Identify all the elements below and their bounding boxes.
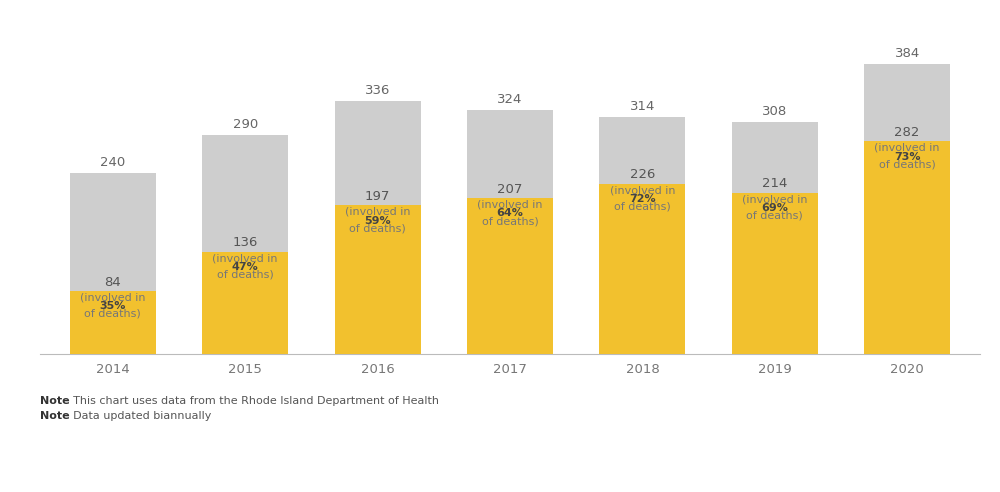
Text: 290: 290 — [233, 119, 258, 131]
Text: Note: Note — [40, 411, 70, 421]
Text: 282: 282 — [894, 126, 920, 139]
Text: 84: 84 — [104, 276, 121, 288]
Bar — [864, 64, 950, 354]
Text: 73%: 73% — [894, 152, 920, 162]
Text: 207: 207 — [497, 183, 523, 196]
Text: of deaths): of deaths) — [349, 223, 406, 234]
Text: 226: 226 — [630, 168, 655, 182]
Text: (involved in: (involved in — [345, 207, 410, 217]
Text: (involved in: (involved in — [610, 185, 675, 195]
Text: : Data updated biannually: : Data updated biannually — [66, 411, 211, 421]
Text: (involved in: (involved in — [742, 194, 808, 204]
Text: : This chart uses data from the Rhode Island Department of Health: : This chart uses data from the Rhode Is… — [66, 396, 439, 406]
Text: 72%: 72% — [629, 194, 656, 204]
Text: of deaths): of deaths) — [84, 309, 141, 319]
Text: 59%: 59% — [364, 216, 391, 226]
Bar — [599, 117, 685, 354]
Text: 197: 197 — [365, 190, 390, 203]
Bar — [732, 122, 818, 354]
Text: Note: Note — [40, 396, 70, 406]
Text: of deaths): of deaths) — [879, 159, 936, 169]
Text: of deaths): of deaths) — [614, 202, 671, 212]
Text: 240: 240 — [100, 156, 125, 169]
Text: 69%: 69% — [761, 203, 788, 213]
Text: 64%: 64% — [497, 209, 523, 218]
Bar — [70, 291, 156, 354]
Text: 336: 336 — [365, 84, 390, 97]
Bar — [202, 135, 288, 354]
Text: (involved in: (involved in — [874, 143, 940, 153]
Text: 136: 136 — [233, 236, 258, 249]
Bar — [335, 206, 421, 354]
Bar — [202, 251, 288, 354]
Bar — [864, 141, 950, 354]
Bar — [467, 110, 553, 354]
Bar — [599, 184, 685, 354]
Text: 47%: 47% — [232, 262, 259, 272]
Bar — [467, 198, 553, 354]
Text: of deaths): of deaths) — [217, 270, 274, 279]
Text: 384: 384 — [895, 48, 920, 61]
Text: (involved in: (involved in — [212, 253, 278, 263]
Text: of deaths): of deaths) — [746, 211, 803, 221]
Text: 35%: 35% — [100, 302, 126, 311]
Text: (involved in: (involved in — [477, 199, 543, 210]
Text: 314: 314 — [630, 100, 655, 113]
Text: 308: 308 — [762, 105, 787, 118]
Text: 324: 324 — [497, 93, 523, 106]
Bar — [335, 100, 421, 354]
Bar — [732, 193, 818, 354]
Bar — [70, 173, 156, 354]
Text: (involved in: (involved in — [80, 292, 146, 302]
Text: 214: 214 — [762, 178, 787, 190]
Text: of deaths): of deaths) — [482, 216, 538, 226]
